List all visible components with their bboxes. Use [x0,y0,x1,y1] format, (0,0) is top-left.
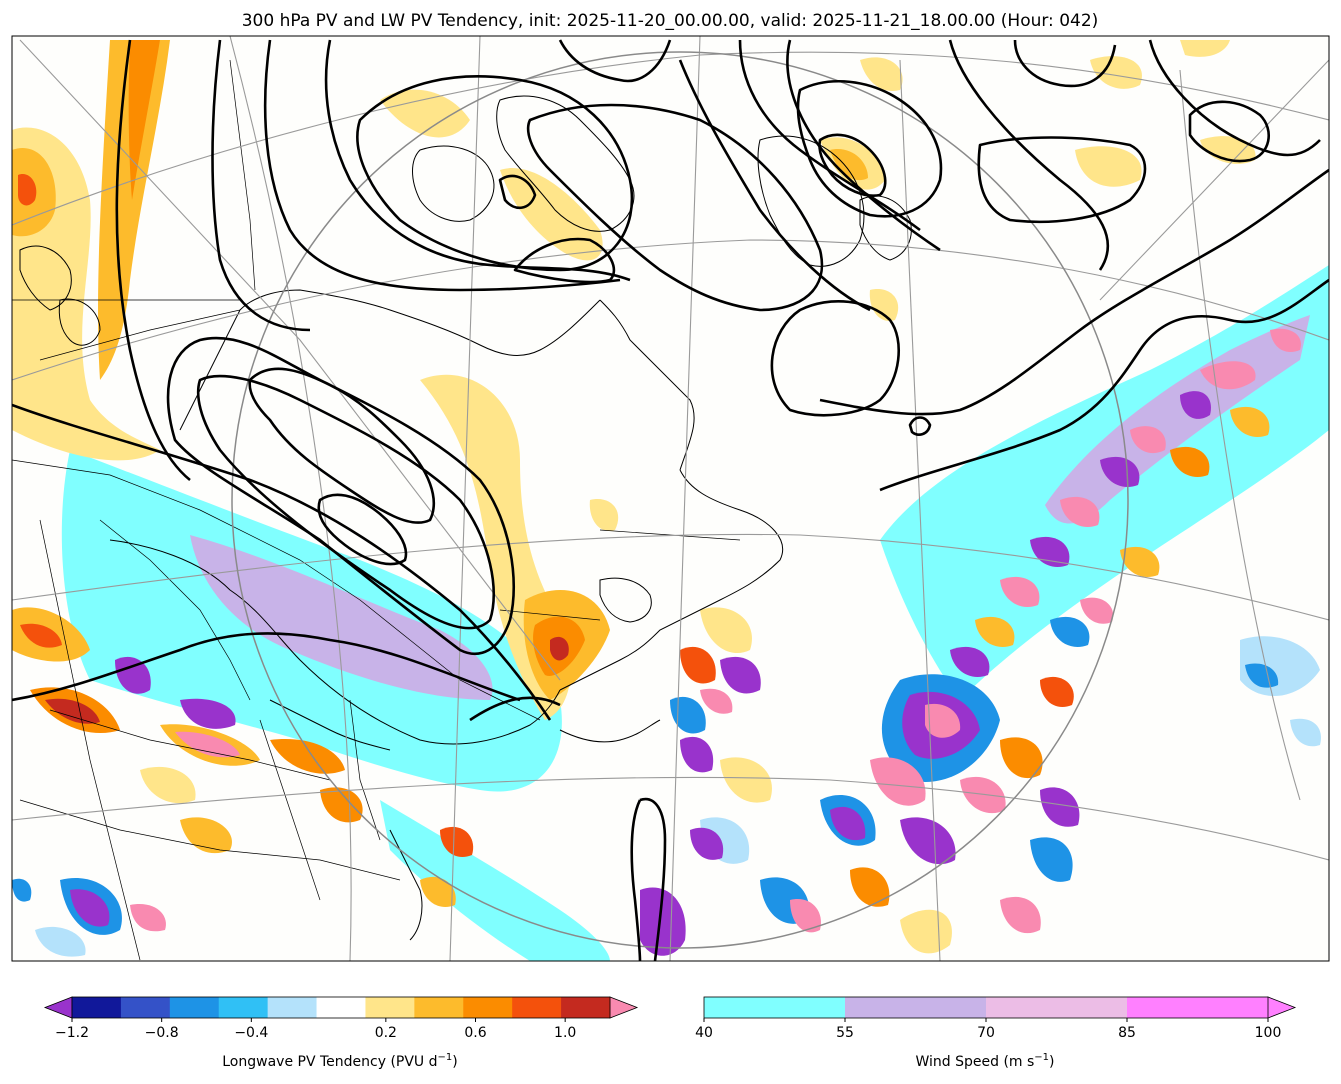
coastlines [19,95,912,941]
colorbar-wind_speed-bin [1127,997,1269,1018]
colorbar-pv_tendency-tick-label: −0.8 [145,1025,179,1041]
colorbar-wind_speed-tick-label: 85 [1118,1025,1136,1041]
colorbar-pv_tendency-tick-label: 0.6 [464,1025,486,1041]
map-panel [12,36,1329,961]
colorbar-pv_tendency-bin [267,997,318,1018]
colorbar-pv_tendency-bin [463,997,513,1018]
colorbar-pv-tendency: −1.2 −0.8 −0.4 0.2 0.6 1.0 [43,996,639,1041]
colorbar-pv_tendency-bin [512,997,562,1018]
map-frame [11,35,1330,962]
colorbar-wind_speed-tick-label: 40 [695,1025,713,1041]
colorbar-pv_tendency-tick-label: −0.4 [234,1025,268,1041]
reference-circle [231,51,1129,949]
colorbar-pv_tendency-bin [414,997,464,1018]
colorbar-wind_speed-over-extension [1267,996,1297,1019]
colorbar-wind_speed-bin [845,997,987,1018]
colorbar-pv_tendency-bin [365,997,415,1018]
colorbar-wind_speed-tick-label: 70 [977,1025,995,1041]
political-borders [12,59,741,961]
colorbar-pv_tendency-frame [71,996,611,1019]
colorbar-pv_tendency-tick-label: −1.2 [55,1025,89,1041]
colorbar-pv_tendency-over-extension [609,996,639,1019]
colorbar-wind_speed-tick-label: 100 [1255,1025,1282,1041]
colorbar-pv_tendency-under-extension [43,996,73,1019]
colorbar-wind-speed: 40 55 70 85 100 [695,996,1297,1041]
colorbar-pv_tendency-bin [316,997,366,1018]
colorbar-wind_speed-tick-label: 55 [836,1025,854,1041]
colorbar-pv_tendency-bin [72,997,122,1018]
colorbar-wind_speed-bin [704,997,846,1018]
colorbar-pv_tendency-tick-label: 0.2 [375,1025,397,1041]
colorbar-pv_tendency-tick-label: 1.0 [554,1025,576,1041]
colorbar-pv_tendency-bin [169,997,220,1018]
colorbar-pv_tendency-bin [561,997,611,1018]
colorbar-pv_tendency-bin [218,997,269,1018]
colorbar-wind_speed-bin [986,997,1128,1018]
colorbar-wind-speed-label: Wind Speed (m s−1) [915,1052,1054,1070]
chart-title: 300 hPa PV and LW PV Tendency, init: 202… [242,11,1099,31]
colorbar-pv-tendency-label: Longwave PV Tendency (PVU d−1) [222,1052,457,1070]
colorbar-pv_tendency-bin [120,997,171,1018]
pv-tendency-dipoles-west [12,607,474,957]
pv-tendency-dipoles-east [640,328,1321,956]
graticule [12,36,1329,961]
pv-contours [12,39,1329,961]
